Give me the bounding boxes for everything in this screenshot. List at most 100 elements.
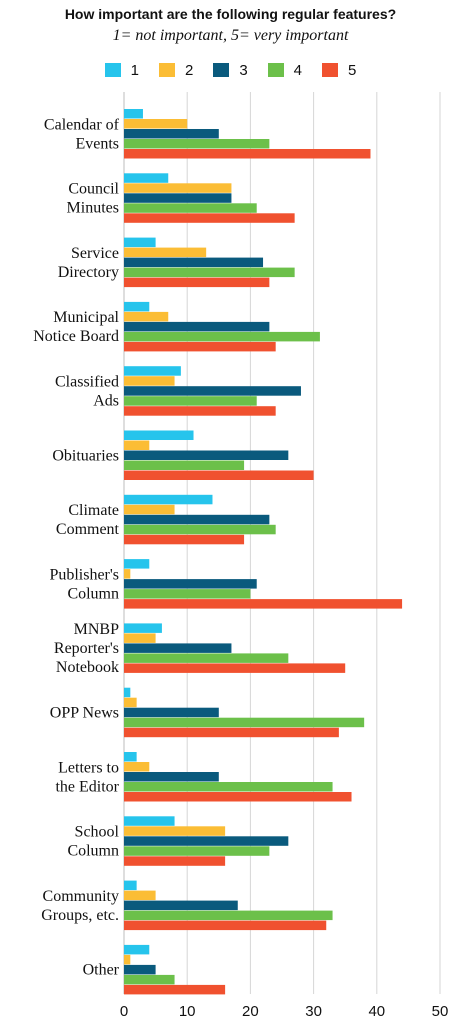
legend-label-3: 3 bbox=[239, 61, 248, 79]
bar-13-series-4 bbox=[124, 910, 333, 921]
category-label-line: Notebook bbox=[56, 659, 119, 676]
legend-item-3: 3 bbox=[213, 60, 248, 80]
legend-swatch-4 bbox=[267, 63, 284, 77]
bar-6-series-2 bbox=[124, 440, 150, 450]
bar-7-series-2 bbox=[124, 504, 175, 515]
bar-2-series-5 bbox=[124, 213, 295, 223]
category-label: Publisher's Column bbox=[49, 566, 119, 602]
category-label-line: Classified bbox=[55, 373, 119, 390]
bar-10-series-3 bbox=[124, 707, 219, 718]
category-label-line: Reporter's bbox=[54, 640, 119, 657]
bar-4-series-1 bbox=[124, 301, 150, 312]
category-label: Municipal Notice Board bbox=[33, 309, 119, 345]
bar-14-series-1 bbox=[124, 944, 150, 955]
legend-swatch-1 bbox=[104, 63, 121, 77]
legend-item-5: 5 bbox=[322, 60, 356, 80]
category-label-line: Comment bbox=[56, 521, 120, 538]
bar-4-series-4 bbox=[124, 331, 320, 342]
bar-11-series-1 bbox=[124, 752, 137, 762]
bar-11-series-3 bbox=[124, 772, 219, 782]
bar-6-series-1 bbox=[124, 430, 194, 440]
category-label: MNBP Reporter's Notebook bbox=[54, 621, 119, 676]
category-label: School Column bbox=[67, 824, 119, 860]
legend-label-5: 5 bbox=[348, 61, 357, 79]
bar-11-series-2 bbox=[124, 762, 150, 772]
legend-swatch-3 bbox=[213, 63, 230, 77]
bar-4-series-5 bbox=[124, 341, 276, 352]
category-label-line: Service bbox=[71, 245, 119, 262]
bar-8-series-1 bbox=[124, 559, 150, 569]
category-label: Service Directory bbox=[58, 245, 119, 281]
category-label: Other bbox=[83, 962, 120, 979]
category-label-line: Events bbox=[75, 135, 119, 152]
bar-3-series-4 bbox=[124, 267, 295, 278]
bar-1-series-5 bbox=[124, 149, 371, 159]
bar-12-series-4 bbox=[124, 846, 270, 856]
x-axis-ticks: 0 10 20 30 40 50 bbox=[120, 1003, 449, 1020]
x-tick-label: 50 bbox=[432, 1003, 449, 1020]
bar-11-series-4 bbox=[124, 782, 333, 792]
legend-item-2: 2 bbox=[158, 60, 193, 80]
category-label-line: Column bbox=[67, 585, 119, 602]
bar-groups bbox=[124, 109, 403, 995]
bar-8-series-5 bbox=[124, 599, 403, 609]
category-label-line: Ads bbox=[93, 392, 119, 409]
legend-label-1: 1 bbox=[130, 61, 139, 79]
bar-3-series-1 bbox=[124, 237, 156, 248]
bar-9-series-2 bbox=[124, 633, 156, 643]
bar-6-series-3 bbox=[124, 450, 289, 460]
bar-10-series-5 bbox=[124, 727, 339, 738]
category-labels: Calendar of Events Council Minutes Service Di… bbox=[33, 116, 119, 978]
bar-14-series-2 bbox=[124, 954, 131, 965]
bar-13-series-2 bbox=[124, 890, 156, 901]
legend-item-4: 4 bbox=[267, 60, 302, 80]
category-label-line: Publisher's bbox=[49, 566, 119, 583]
bar-10-series-2 bbox=[124, 697, 137, 708]
category-label-line: MNBP bbox=[74, 621, 119, 638]
bar-12-series-1 bbox=[124, 816, 175, 826]
bar-1-series-3 bbox=[124, 129, 219, 139]
category-label: Climate Comment bbox=[56, 502, 120, 538]
bar-12-series-3 bbox=[124, 836, 289, 846]
category-label: Obituaries bbox=[52, 447, 119, 464]
bar-1-series-2 bbox=[124, 119, 188, 129]
category-label-line: Minutes bbox=[67, 200, 119, 217]
bar-8-series-4 bbox=[124, 589, 251, 599]
category-label-line: Column bbox=[67, 843, 119, 860]
bar-9-series-4 bbox=[124, 653, 289, 663]
bar-2-series-2 bbox=[124, 183, 232, 193]
category-label-line: Other bbox=[83, 962, 120, 979]
bar-9-series-3 bbox=[124, 643, 232, 653]
category-label: OPP News bbox=[50, 704, 119, 721]
bar-1-series-4 bbox=[124, 139, 270, 149]
bar-6-series-4 bbox=[124, 460, 245, 470]
legend-swatch-2 bbox=[158, 63, 175, 77]
category-label: Community Groups, etc. bbox=[41, 888, 119, 924]
x-tick-label: 40 bbox=[368, 1003, 385, 1020]
category-label-line: Notice Board bbox=[33, 328, 119, 345]
bar-4-series-2 bbox=[124, 311, 169, 322]
bar-8-series-2 bbox=[124, 569, 131, 579]
category-label: Letters to the Editor bbox=[55, 759, 119, 795]
bar-8-series-3 bbox=[124, 579, 257, 589]
category-label-line: Letters to bbox=[58, 759, 119, 776]
category-label-line: Directory bbox=[58, 264, 119, 281]
legend-item-1: 1 bbox=[104, 60, 139, 80]
bar-10-series-1 bbox=[124, 687, 131, 698]
bar-11-series-5 bbox=[124, 792, 352, 802]
category-label-line: Council bbox=[68, 181, 119, 198]
bar-1-series-1 bbox=[124, 109, 143, 119]
category-label-line: Calendar of bbox=[44, 116, 120, 133]
bar-5-series-2 bbox=[124, 376, 175, 386]
x-tick-label: 30 bbox=[305, 1003, 322, 1020]
chart-title: How important are the following regular … bbox=[64, 6, 397, 22]
x-tick-label: 20 bbox=[242, 1003, 259, 1020]
bar-14-series-4 bbox=[124, 974, 175, 985]
category-label: Calendar of Events bbox=[44, 116, 120, 152]
category-label-line: Groups, etc. bbox=[41, 907, 119, 924]
bar-2-series-1 bbox=[124, 173, 169, 183]
legend: 1 2 3 4 5 bbox=[0, 60, 461, 80]
bar-5-series-5 bbox=[124, 406, 276, 416]
bar-14-series-5 bbox=[124, 984, 226, 995]
